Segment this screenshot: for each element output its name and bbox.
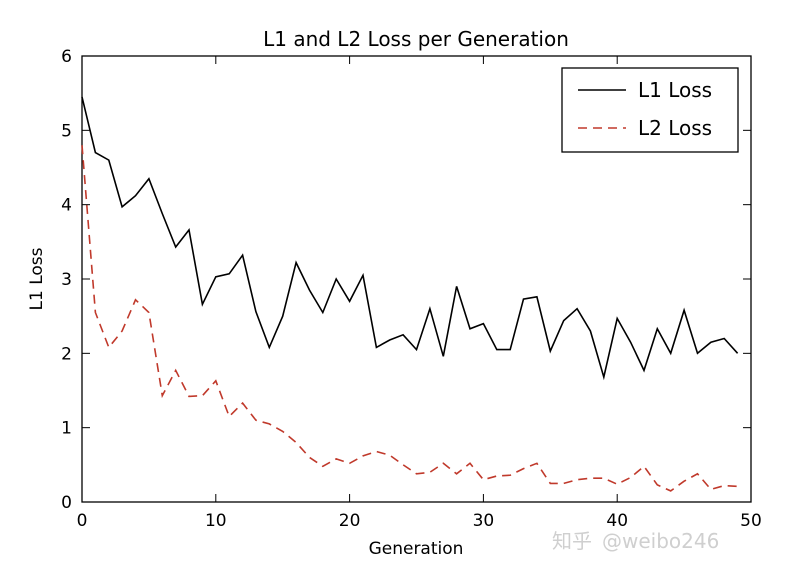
legend-label-l1: L1 Loss — [638, 78, 712, 102]
series-line-l2 — [81, 145, 738, 492]
watermark: 知乎 @weibo246 — [552, 529, 719, 553]
x-tick-label: 50 — [740, 511, 762, 531]
y-tick-label: 5 — [61, 121, 72, 141]
y-axis-label: L1 Loss — [27, 247, 47, 310]
series-line-l1 — [81, 96, 739, 381]
x-tick-label: 10 — [205, 511, 227, 531]
chart-title: L1 and L2 Loss per Generation — [263, 27, 569, 51]
x-tick-label: 40 — [606, 511, 628, 531]
y-tick-label: 3 — [61, 270, 72, 290]
legend-box — [561, 67, 739, 153]
series-layer — [81, 96, 739, 492]
x-axis-label: Generation — [369, 539, 464, 559]
y-tick-label: 6 — [61, 47, 72, 67]
legend: L1 Loss L2 Loss — [561, 67, 739, 153]
legend-label-l2: L2 Loss — [638, 116, 712, 140]
x-tick-label: 0 — [77, 511, 88, 531]
watermark-brand: 知乎 — [552, 529, 592, 553]
watermark-handle: @weibo246 — [602, 529, 719, 553]
x-tick-label: 30 — [473, 511, 495, 531]
ticks-layer: 0 10 20 30 40 50 0 1 2 3 4 5 6 — [61, 47, 762, 531]
y-tick-label: 0 — [61, 493, 72, 513]
y-tick-label: 2 — [61, 344, 72, 364]
y-tick-label: 4 — [61, 196, 72, 216]
x-tick-label: 20 — [339, 511, 361, 531]
y-tick-label: 1 — [61, 419, 72, 439]
